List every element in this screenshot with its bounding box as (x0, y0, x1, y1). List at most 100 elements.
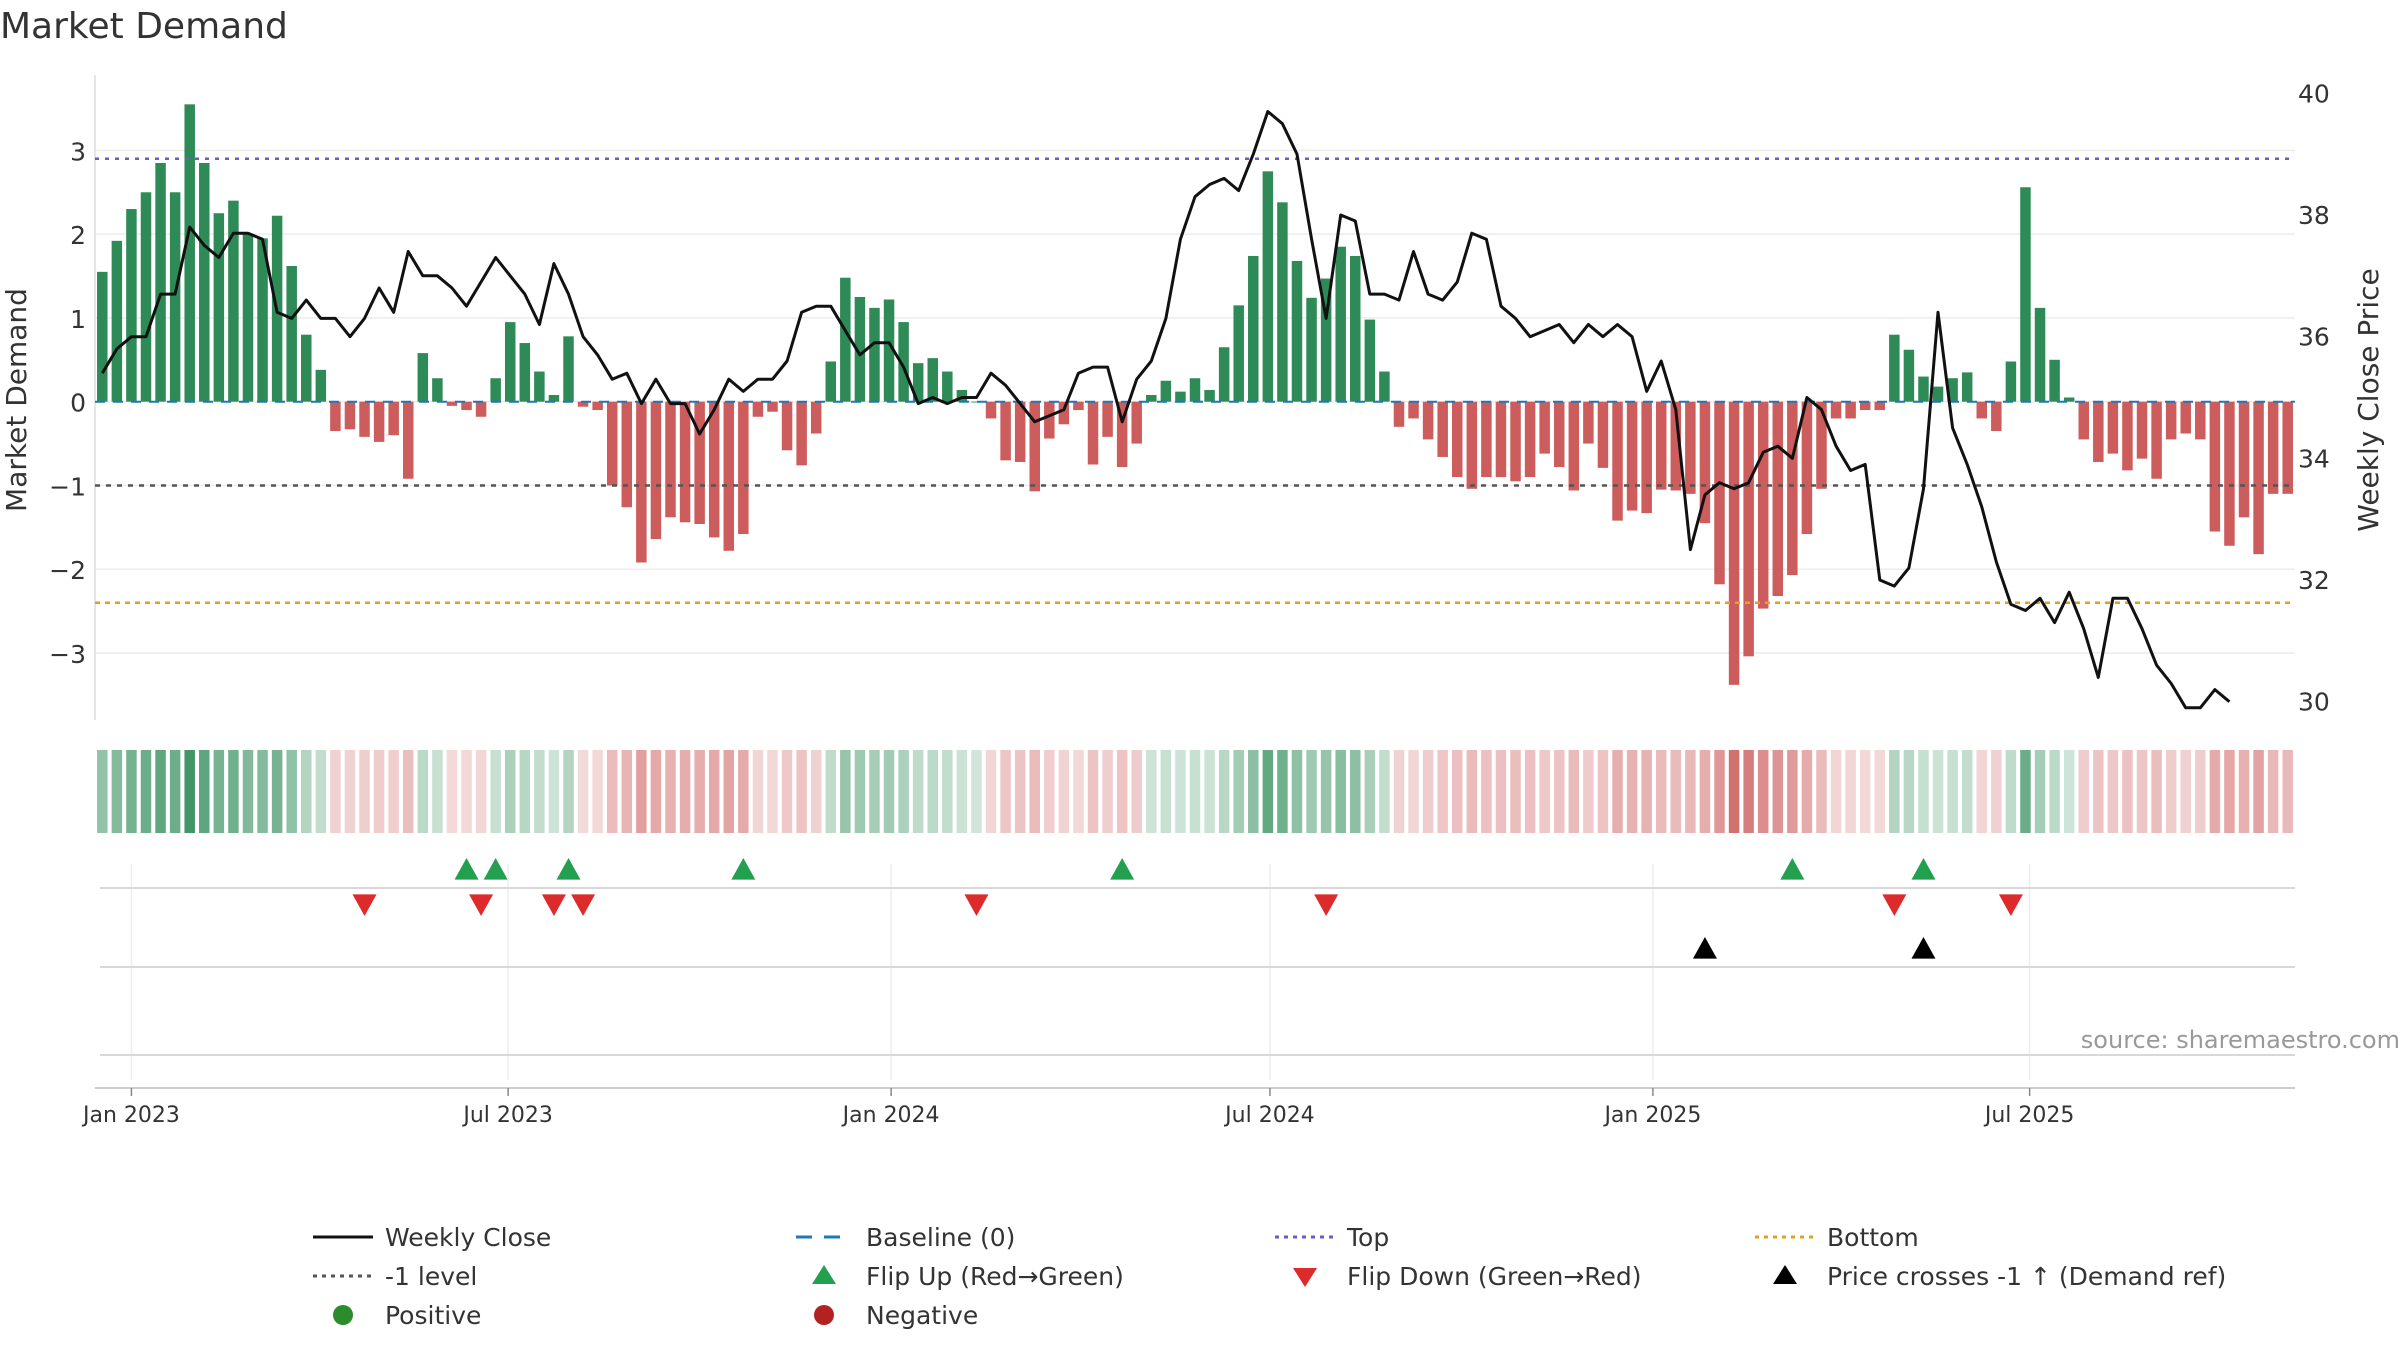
heat-cell (2078, 750, 2089, 833)
demand-bar (461, 401, 472, 411)
heat-cell (606, 750, 618, 833)
heat-cell (242, 750, 254, 833)
demand-bar (621, 401, 633, 508)
right-tick-label: 30 (2298, 688, 2330, 717)
demand-bar (1670, 401, 1682, 491)
demand-bar (1102, 401, 1113, 437)
legend-item: -1 level (313, 1262, 477, 1291)
heat-cell (1029, 750, 1040, 833)
right-axis-ticks: 40 38 36 34 32 30 (2298, 79, 2330, 716)
legend-item: Flip Down (Green→Red) (1293, 1262, 1642, 1291)
demand-bar (1728, 401, 1740, 685)
legend-swatch-triangle-up (1773, 1265, 1797, 1284)
demand-bar (2267, 401, 2279, 494)
demand-bar (417, 353, 429, 402)
heat-cell (1495, 750, 1507, 833)
demand-bar (184, 104, 195, 402)
right-tick-label: 38 (2298, 201, 2330, 230)
heat-cell (1073, 750, 1084, 833)
legend-item: Flip Up (Red→Green) (812, 1262, 1124, 1291)
legend-swatch-circle (333, 1305, 353, 1325)
heat-cell (1830, 750, 1842, 833)
left-tick-label: −3 (49, 640, 86, 669)
legend-label: Flip Up (Red→Green) (866, 1262, 1124, 1291)
heat-cell (1014, 750, 1026, 833)
reference-lines (95, 157, 2295, 604)
left-tick-label: 1 (70, 305, 86, 334)
heat-cell (1204, 750, 1215, 833)
demand-bar (2136, 401, 2148, 459)
left-tick-label: 0 (70, 389, 86, 418)
demand-bar (213, 213, 225, 402)
demand-bar (475, 401, 487, 417)
demand-bar (1874, 401, 1886, 411)
demand-bar (490, 378, 501, 402)
demand-bar (2195, 401, 2206, 440)
legend-label: Negative (866, 1301, 978, 1330)
heat-cell (155, 750, 166, 833)
heat-cell (912, 750, 924, 833)
heat-cell (1437, 750, 1448, 833)
demand-bar (810, 401, 822, 434)
heat-cell (2151, 750, 2162, 833)
heat-cell (461, 750, 472, 833)
demand-bar (1626, 401, 1638, 511)
heat-cell (883, 750, 895, 833)
demand-bar (606, 401, 618, 486)
heat-cell (1379, 750, 1390, 833)
demand-bar (344, 401, 356, 430)
demand-bar (1539, 401, 1550, 454)
x-tick-label: Jul 2024 (1223, 1103, 1315, 1128)
demand-bar (140, 192, 152, 402)
demand-bar (111, 240, 123, 402)
demand-bar (781, 401, 793, 451)
heat-cell (184, 750, 195, 833)
demand-bar (1612, 401, 1623, 521)
demand-bar (2049, 359, 2060, 402)
demand-bar (1437, 401, 1448, 457)
demand-heat-strip (97, 750, 2293, 833)
heat-cell (257, 750, 268, 833)
heat-cell (169, 750, 181, 833)
demand-bar (942, 371, 953, 402)
demand-bar (2122, 401, 2133, 471)
demand-bar (1058, 401, 1070, 425)
demand-bar (883, 299, 895, 402)
heat-cell (869, 750, 880, 833)
heat-cell (2224, 750, 2235, 833)
heat-cell (592, 750, 603, 833)
demand-bar (1524, 401, 1536, 478)
demand-bar (1481, 401, 1492, 478)
heat-cell (1816, 750, 1827, 833)
heat-cell (1102, 750, 1113, 833)
heat-cell (2049, 750, 2060, 833)
heat-cell (767, 750, 778, 833)
demand-bar (1976, 401, 1987, 419)
heat-cell (2165, 750, 2177, 833)
heat-cell (2180, 750, 2191, 833)
demand-bar (1000, 401, 1011, 461)
demand-bar (1277, 202, 1288, 402)
heat-cell (781, 750, 793, 833)
demand-bar (2034, 307, 2046, 402)
heat-cell (1175, 750, 1186, 833)
legend-label: Flip Down (Green→Red) (1347, 1262, 1642, 1291)
demand-bar (956, 389, 968, 402)
demand-bar (1087, 401, 1099, 465)
heat-cell (942, 750, 953, 833)
demand-bar (563, 336, 574, 402)
heat-cell (1932, 750, 1944, 833)
heat-cell (330, 750, 341, 833)
heat-cell (971, 750, 982, 833)
demand-bar (1218, 347, 1230, 402)
x-tick-label: Jan 2024 (841, 1103, 940, 1128)
heat-cell (1670, 750, 1682, 833)
heat-cell (2267, 750, 2279, 833)
demand-bar (1772, 401, 1784, 597)
heat-cell (1189, 750, 1201, 833)
heat-cell (2020, 750, 2031, 833)
legend-label: Positive (385, 1301, 481, 1330)
heat-cell (1655, 750, 1667, 833)
heat-cell (432, 750, 443, 833)
